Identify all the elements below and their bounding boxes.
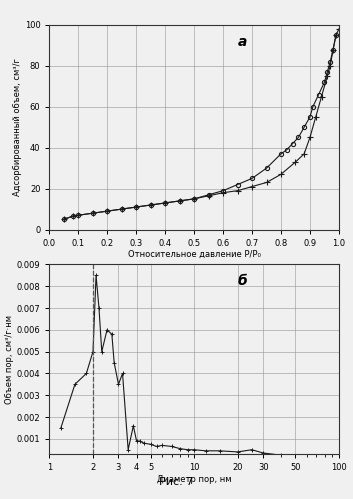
- X-axis label: Диаметр пор, нм: Диаметр пор, нм: [157, 475, 232, 484]
- X-axis label: Относительное давление P/P₀: Относительное давление P/P₀: [128, 250, 261, 259]
- Y-axis label: Объем пор, см³/г·нм: Объем пор, см³/г·нм: [5, 315, 14, 404]
- Text: б: б: [238, 274, 247, 288]
- Y-axis label: Адсорбированный объем, см³/г: Адсорбированный объем, см³/г: [13, 58, 22, 196]
- Text: Рис. 7: Рис. 7: [159, 477, 194, 487]
- Text: a: a: [238, 35, 247, 49]
